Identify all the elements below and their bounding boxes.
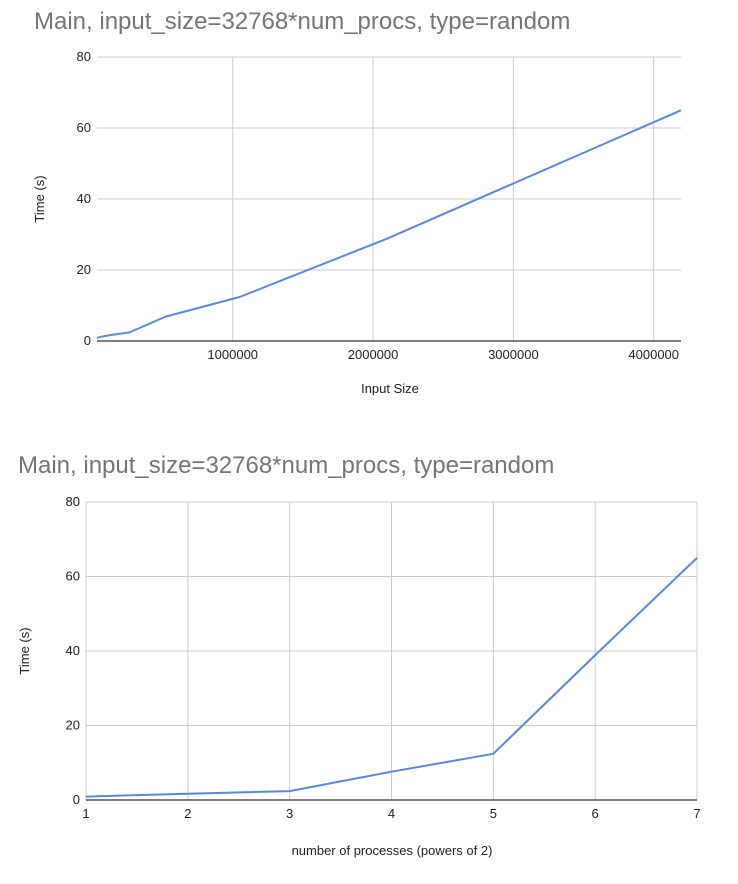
y-tick-label: 0 xyxy=(84,333,91,348)
y-tick-label: 80 xyxy=(66,494,80,509)
y-axis-title: Time (s) xyxy=(32,175,47,222)
x-tick-label: 2 xyxy=(184,806,191,821)
chart-title: Main, input_size=32768*num_procs, type=r… xyxy=(18,452,555,479)
x-tick-label: 5 xyxy=(490,806,497,821)
y-tick-label: 40 xyxy=(77,191,91,206)
chart-plot: 0 20 40 60 80 1000000 2000000 3000000 4000000 Inp… xyxy=(32,49,682,396)
chart-title: Main, input_size=32768*num_procs, type=r… xyxy=(34,8,571,35)
y-tick-label: 40 xyxy=(66,643,80,658)
chart-input-size: Main, input_size=32768*num_procs, type=r… xyxy=(0,0,738,420)
x-tick-label: 6 xyxy=(592,806,599,821)
chart-plot: 0 20 40 60 80 1 2 3 4 5 6 7 number of processes (pow… xyxy=(17,494,701,858)
y-tick-label: 20 xyxy=(77,262,91,277)
x-tick-label: 3000000 xyxy=(488,347,539,362)
series-line xyxy=(85,557,698,798)
x-tick-label: 4 xyxy=(388,806,395,821)
x-tick-label: 3 xyxy=(286,806,293,821)
y-tick-label: 20 xyxy=(66,718,80,733)
y-tick-label: 0 xyxy=(73,792,80,807)
x-axis-title: Input Size xyxy=(361,381,419,396)
y-tick-label: 60 xyxy=(66,569,80,584)
x-tick-label: 4000000 xyxy=(628,347,679,362)
y-axis-title: Time (s) xyxy=(17,627,32,674)
x-tick-label: 2000000 xyxy=(348,347,399,362)
y-tick-label: 80 xyxy=(77,49,91,64)
series-line xyxy=(96,109,682,339)
x-tick-label: 7 xyxy=(693,806,700,821)
x-tick-label: 1 xyxy=(82,806,89,821)
chart-num-processes: Main, input_size=32768*num_procs, type=r… xyxy=(0,444,738,884)
y-tick-label: 60 xyxy=(77,120,91,135)
x-axis-title: number of processes (powers of 2) xyxy=(292,843,493,858)
x-tick-label: 1000000 xyxy=(207,347,258,362)
